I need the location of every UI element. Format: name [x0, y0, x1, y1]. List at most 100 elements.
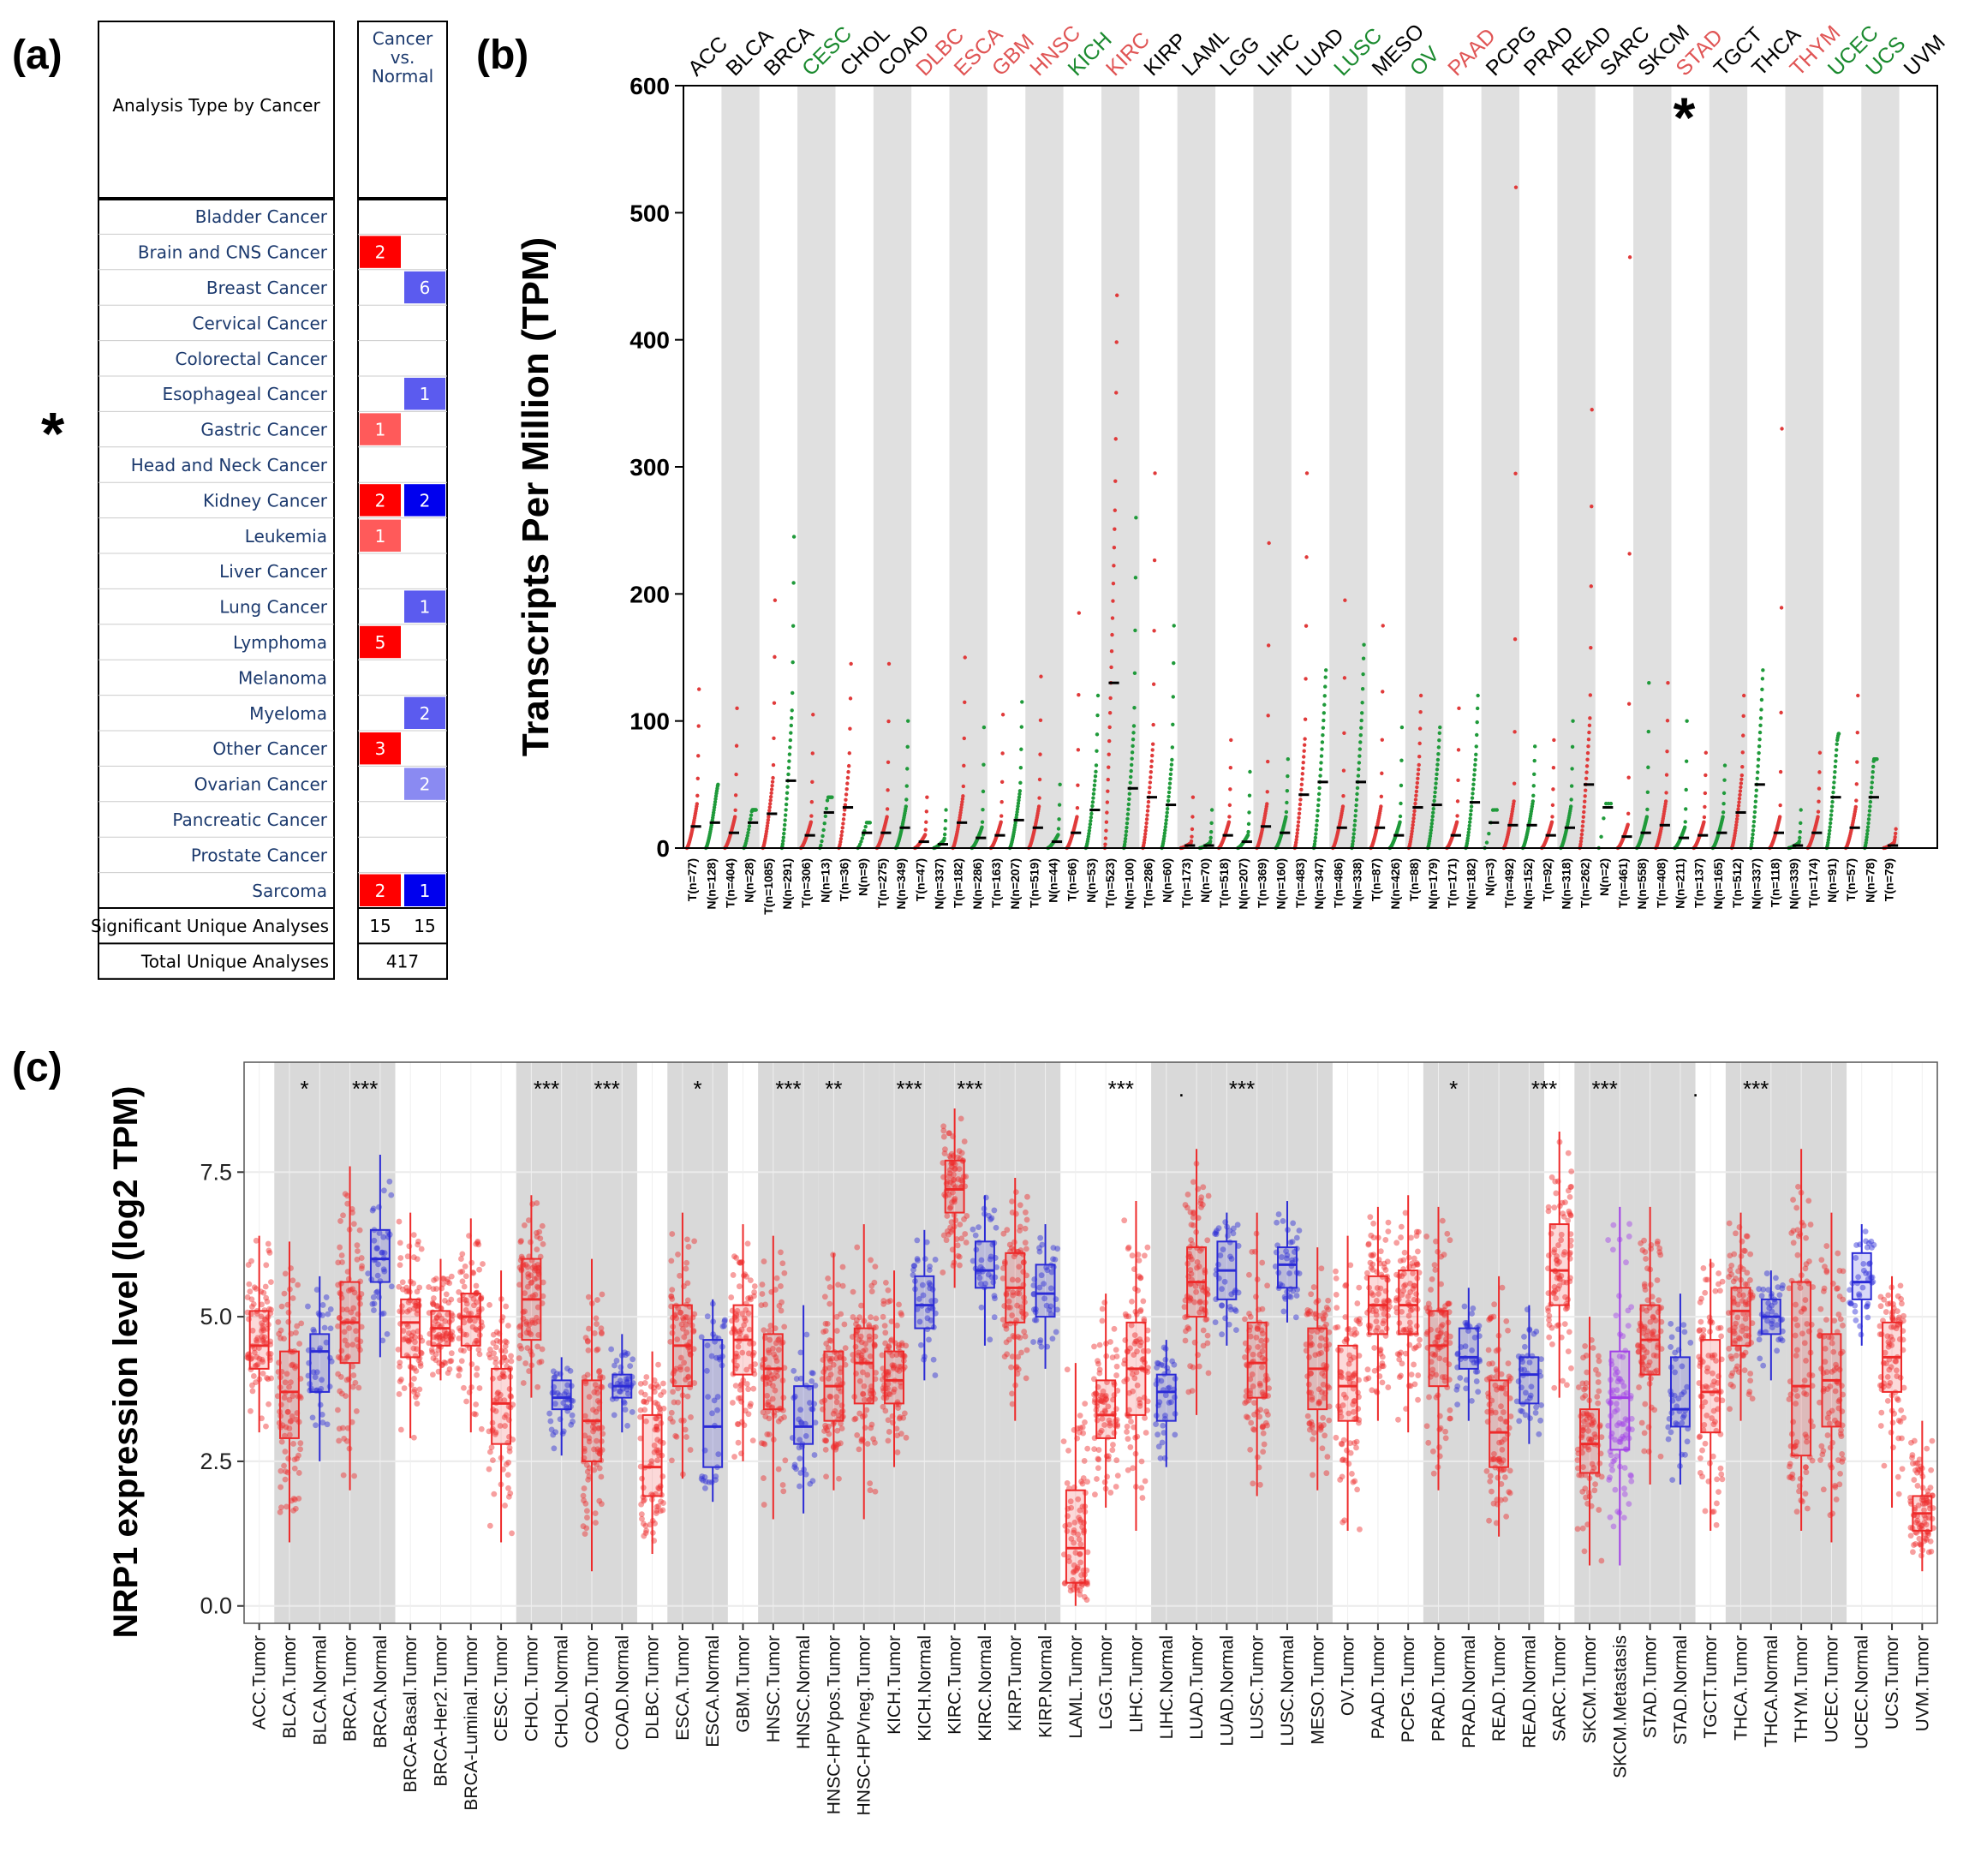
tpm-dot — [1089, 811, 1094, 816]
expression-point — [1319, 1445, 1326, 1452]
expression-point — [762, 1301, 768, 1308]
expression-point — [397, 1426, 404, 1433]
tpm-dot — [1740, 764, 1745, 769]
expression-point — [596, 1369, 602, 1375]
expression-point — [1250, 1480, 1256, 1487]
footer-total: 417 — [386, 952, 419, 972]
tpm-dot — [1433, 790, 1437, 795]
expression-point — [1155, 1443, 1162, 1450]
tpm-dot — [1753, 804, 1757, 810]
tpm-dot — [696, 724, 701, 728]
tpm-dot — [1831, 786, 1836, 790]
expression-point — [1333, 1291, 1340, 1298]
tpm-dot — [1626, 811, 1631, 816]
tpm-dot — [848, 696, 853, 701]
expression-point — [1310, 1472, 1316, 1479]
tpm-dot — [1428, 833, 1433, 839]
tpm-dot — [1127, 797, 1131, 802]
expression-point — [598, 1473, 605, 1480]
tpm-dot — [1057, 817, 1061, 821]
tpm-dot — [1075, 815, 1079, 819]
tpm-dot — [1832, 775, 1837, 780]
expression-point — [629, 1356, 636, 1363]
expression-point — [823, 1425, 829, 1431]
expression-point — [594, 1321, 600, 1327]
cancer-type-label: Bladder Cancer — [195, 206, 328, 227]
tpm-dot — [1826, 838, 1830, 842]
y-tick-label: 300 — [629, 454, 670, 481]
expression-point — [735, 1439, 742, 1446]
tpm-dot — [1379, 804, 1383, 809]
expression-point — [835, 1282, 841, 1288]
tpm-dot — [1735, 814, 1739, 818]
tpm-dot — [1532, 772, 1536, 777]
tpm-dot — [1457, 706, 1461, 711]
expression-point — [1139, 1495, 1146, 1501]
group-n-label: T(n=408) — [1654, 858, 1668, 908]
expression-point — [1160, 1362, 1167, 1369]
expression-point — [868, 1288, 875, 1295]
expression-point — [1023, 1347, 1030, 1353]
expression-point — [781, 1414, 787, 1420]
tpm-dot — [1296, 823, 1300, 828]
tpm-dot — [1359, 718, 1363, 723]
tpm-dot — [1476, 693, 1480, 698]
expression-point — [277, 1467, 284, 1474]
tpm-dot — [1342, 676, 1347, 680]
tpm-dot — [1586, 738, 1591, 742]
group-n-label: N(n=9) — [856, 858, 870, 896]
tpm-dot — [1757, 730, 1763, 735]
expression-point — [1250, 1425, 1256, 1432]
expression-point — [749, 1437, 756, 1444]
tpm-dot — [1722, 763, 1727, 768]
tpm-dot — [1314, 827, 1319, 832]
tpm-dot — [1133, 628, 1137, 633]
tpm-dot — [1315, 823, 1319, 827]
expression-point — [339, 1425, 346, 1431]
tpm-dot — [1530, 799, 1536, 804]
expression-point — [547, 1418, 554, 1425]
cancer-type-label: Pancreatic Cancer — [172, 810, 327, 830]
expression-point — [1260, 1430, 1267, 1437]
expression-point — [1099, 1317, 1106, 1324]
expression-point — [957, 1222, 964, 1228]
tpm-dot — [1780, 427, 1784, 431]
expression-point — [751, 1289, 757, 1295]
tpm-dot — [1751, 828, 1756, 833]
underexpression-cell — [404, 378, 445, 410]
tpm-dot — [1399, 725, 1405, 730]
group-n-label: N(n=318) — [1559, 858, 1572, 910]
underexpression-cell — [404, 874, 445, 906]
tpm-dot — [1584, 764, 1590, 768]
expression-point — [836, 1475, 842, 1482]
expression-point — [524, 1345, 531, 1352]
expression-point — [448, 1350, 455, 1357]
tpm-dot — [1760, 687, 1764, 692]
tpm-dot — [1741, 714, 1745, 719]
cancer-type-label: Prostate Cancer — [191, 845, 328, 865]
tpm-dot — [734, 744, 739, 748]
tpm-dot — [1685, 719, 1689, 723]
tpm-dot — [858, 842, 862, 846]
tpm-dot — [1551, 787, 1555, 792]
tpm-dot — [1107, 710, 1113, 715]
expression-point — [593, 1315, 600, 1322]
tpm-dot — [1360, 701, 1364, 705]
tpm-dot — [1039, 674, 1043, 678]
cancer-type-label: Leukemia — [245, 526, 327, 547]
tpm-dot — [1435, 772, 1439, 776]
tpm-dot — [790, 715, 794, 720]
expression-point — [1033, 1317, 1040, 1323]
expression-point — [248, 1407, 254, 1414]
expression-point — [263, 1262, 270, 1269]
tpm-dot — [1356, 774, 1361, 778]
tpm-dot — [1304, 555, 1309, 559]
tpm-dot — [1354, 798, 1359, 802]
stad-asterisk: * — [1674, 86, 1696, 149]
expression-point — [1017, 1228, 1023, 1234]
tpm-dot — [1107, 752, 1111, 756]
tpm-dot — [1152, 629, 1156, 633]
group-n-label: T(n=137) — [1692, 858, 1706, 908]
cancer-type-label: Brain and CNS Cancer — [138, 242, 328, 263]
tpm-dot — [1829, 804, 1835, 809]
